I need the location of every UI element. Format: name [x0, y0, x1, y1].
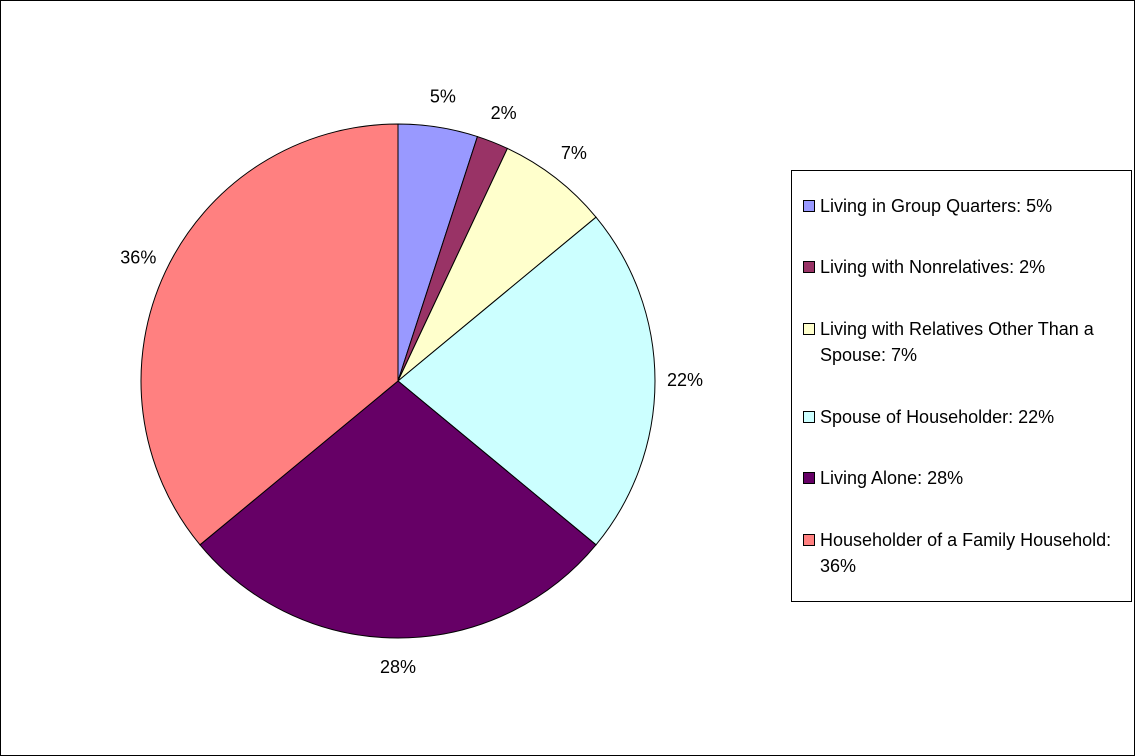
- legend-label: Living with Relatives Other Than a Spous…: [820, 319, 1094, 366]
- legend-entry: Living Alone: 28%: [792, 465, 1131, 491]
- legend-label: Living with Nonrelatives: 2%: [820, 257, 1046, 278]
- legend-swatch: [803, 261, 815, 274]
- legend-entry: Living with Relatives Other Than a Spous…: [792, 316, 1131, 368]
- legend-swatch: [803, 410, 815, 423]
- pie-slice: [397, 216, 656, 546]
- pie-slice: [140, 123, 399, 546]
- legend-swatch: [803, 199, 815, 212]
- legend-entry: Living in Group Quarters: 5%: [792, 193, 1131, 219]
- data-label: 5%: [430, 86, 456, 106]
- legend-entry: Living with Nonrelatives: 2%: [792, 254, 1131, 280]
- legend-label: Householder of a Family Household: 36%: [820, 530, 1112, 577]
- data-label: 36%: [120, 248, 156, 268]
- legend-label: Spouse of Householder: 22%: [820, 406, 1055, 427]
- legend-label: Living Alone: 28%: [820, 468, 964, 489]
- legend-swatch: [803, 534, 815, 547]
- legend-swatch: [803, 323, 815, 336]
- data-label: 7%: [561, 143, 587, 163]
- data-label: 2%: [491, 103, 517, 123]
- pie-slice: [397, 147, 597, 382]
- legend-entry: Householder of a Family Household: 36%: [792, 527, 1131, 579]
- data-label: 28%: [380, 657, 416, 677]
- legend-swatch: [803, 472, 815, 485]
- legend: Living in Group Quarters: 5% Living with …: [791, 170, 1132, 602]
- pie-slice: [199, 380, 597, 639]
- data-label: 22%: [667, 370, 703, 390]
- legend-label: Living in Group Quarters: 5%: [820, 195, 1053, 216]
- legend-entry: Spouse of Householder: 22%: [792, 404, 1131, 430]
